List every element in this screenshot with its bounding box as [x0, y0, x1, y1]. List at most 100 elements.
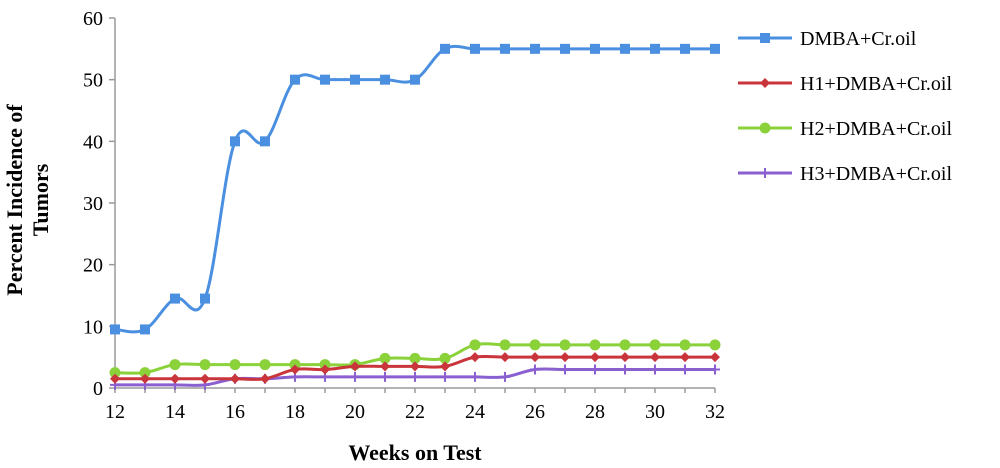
data-point [439, 352, 451, 364]
x-tick-label: 30 [645, 401, 665, 423]
data-point [590, 364, 600, 375]
data-point [500, 43, 510, 54]
data-point [140, 373, 150, 384]
y-tick-label: 20 [83, 255, 103, 277]
legend-label: DMBA+Cr.oil [800, 28, 917, 50]
data-point [679, 339, 691, 351]
data-point [500, 371, 510, 382]
series-line [114, 44, 715, 334]
axes [114, 18, 715, 389]
x-tick-label: 24 [465, 401, 485, 423]
x-tick-label: 12 [105, 401, 125, 423]
data-point [200, 373, 210, 384]
legend-item: DMBA+Cr.oil [738, 28, 917, 50]
data-point [590, 352, 600, 363]
data-point [650, 43, 660, 54]
data-point [230, 136, 240, 147]
data-point [590, 43, 600, 54]
data-point [260, 136, 270, 147]
data-point [200, 293, 210, 304]
data-point [470, 43, 480, 54]
data-point [500, 352, 510, 363]
data-point [530, 364, 540, 375]
data-point [199, 359, 211, 371]
data-point [440, 371, 450, 382]
legend-label: H2+DMBA+Cr.oil [800, 118, 952, 140]
y-axis-title-line-2: Tumors [28, 163, 53, 236]
data-point [649, 339, 661, 351]
y-tick-label: 60 [83, 8, 103, 30]
data-point [290, 364, 300, 375]
data-point [530, 352, 540, 363]
legend-label: H1+DMBA+Cr.oil [800, 73, 952, 95]
series-H3+DMBA+Cr.oil [110, 364, 720, 390]
data-point [650, 364, 660, 375]
data-point [320, 364, 330, 375]
x-tick-label: 16 [225, 401, 245, 423]
legend-item: H2+DMBA+Cr.oil [738, 118, 952, 140]
data-point [409, 352, 421, 364]
data-point [560, 352, 570, 363]
x-ticks: 12 14 16 18 20 22 24 26 28 30 32 [105, 388, 725, 423]
data-point [470, 352, 480, 363]
data-point [710, 43, 720, 54]
legend-item: H1+DMBA+Cr.oil [738, 73, 952, 95]
data-point [230, 373, 240, 384]
data-point [710, 364, 720, 375]
data-point [620, 43, 630, 54]
data-point [170, 373, 180, 384]
x-tick-label: 18 [285, 401, 305, 423]
data-point [650, 352, 660, 363]
data-point [469, 339, 481, 351]
data-point [410, 371, 420, 382]
data-point [530, 43, 540, 54]
data-point [709, 339, 721, 351]
data-point [529, 339, 541, 351]
data-point [169, 359, 181, 371]
data-point [110, 324, 120, 335]
data-point [290, 74, 300, 85]
data-point [140, 324, 150, 335]
data-point [470, 371, 480, 382]
y-tick-label: 40 [83, 131, 103, 153]
x-tick-label: 32 [705, 401, 725, 423]
data-point [710, 352, 720, 363]
legend-marker [759, 122, 771, 134]
data-point [320, 74, 330, 85]
x-tick-label: 22 [405, 401, 425, 423]
data-point [620, 364, 630, 375]
data-point [229, 359, 241, 371]
data-point [560, 43, 570, 54]
data-point [559, 339, 571, 351]
legend-marker [760, 78, 770, 88]
y-tick-label: 0 [93, 378, 103, 400]
x-tick-label: 28 [585, 401, 605, 423]
series-layer [109, 43, 721, 390]
data-point [380, 361, 390, 372]
data-point [589, 339, 601, 351]
data-point [379, 352, 391, 364]
data-point [109, 367, 121, 379]
data-point [380, 371, 390, 382]
data-point [440, 43, 450, 54]
data-point [139, 367, 151, 379]
x-tick-label: 20 [345, 401, 365, 423]
data-point [680, 364, 690, 375]
legend-label: H3+DMBA+Cr.oil [800, 163, 952, 185]
series-H1+DMBA+Cr.oil [110, 352, 720, 384]
legend: DMBA+Cr.oil H1+DMBA+Cr.oil H2+DMBA+Cr.oil H… [738, 28, 952, 185]
data-point [380, 74, 390, 85]
data-point [680, 352, 690, 363]
data-point [410, 74, 420, 85]
data-point [499, 339, 511, 351]
y-tick-label: 50 [83, 70, 103, 92]
y-tick-label: 10 [83, 316, 103, 338]
data-point [440, 361, 450, 372]
data-point [560, 364, 570, 375]
data-point [350, 371, 360, 382]
data-point [350, 361, 360, 372]
legend-marker [760, 33, 770, 43]
legend-marker [760, 168, 770, 178]
y-axis-title-line-1: Percent Incidence of [2, 104, 27, 296]
